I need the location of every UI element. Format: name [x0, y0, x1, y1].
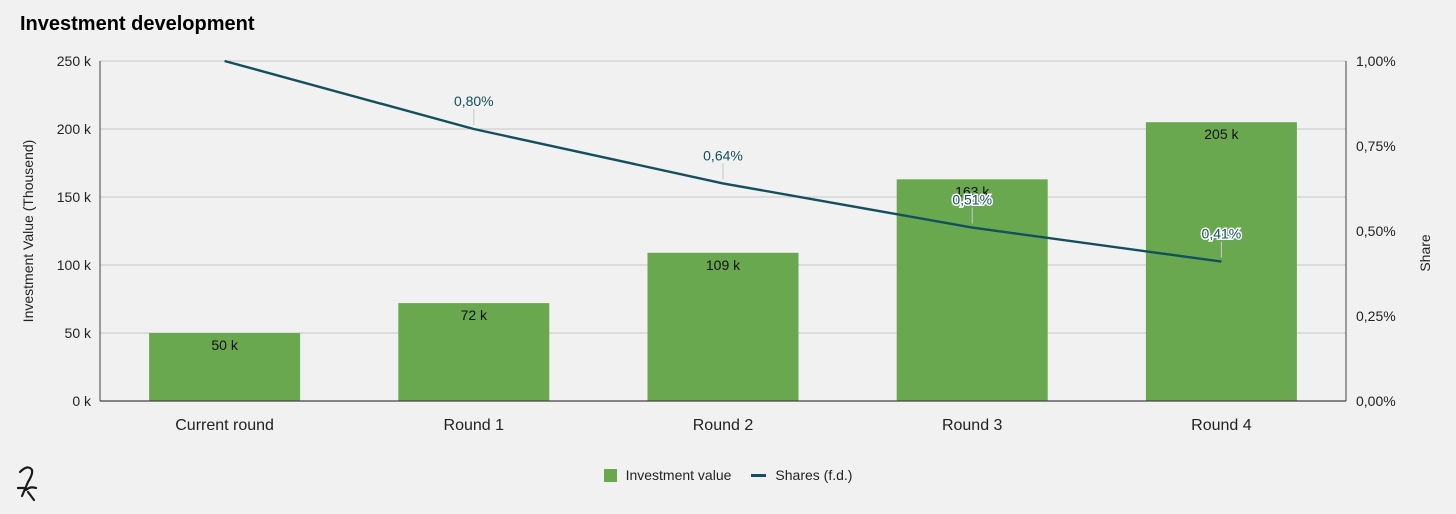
- line-series: 0,80% 0,64% 0,51% 0,41%: [224, 59, 1243, 263]
- legend-label-shares: Shares (f.d.): [775, 467, 853, 483]
- line-value-label: 0,64%: [703, 147, 743, 163]
- x-tick-label: Round 3: [942, 417, 1003, 434]
- bar-value-label: 50 k: [211, 337, 238, 353]
- y-tick-label: 200 k: [57, 121, 92, 137]
- line-value-label: 0,41%: [1202, 226, 1242, 242]
- legend-item-shares[interactable]: Shares (f.d.): [751, 467, 852, 483]
- y-tick-label: 0 k: [72, 393, 92, 409]
- axes: 0 k 50 k 100 k 150 k 200 k 250 k 0,00% 0,25% 0,5…: [20, 53, 1433, 434]
- bar-labels: 50 k 72 k 109 k 163 k 205 k: [211, 126, 1239, 353]
- bar-value-label: 109 k: [706, 257, 741, 273]
- y2-axis-title: Share: [1417, 234, 1433, 272]
- bar[interactable]: [398, 303, 550, 401]
- bar-value-label: 205 k: [1204, 126, 1239, 142]
- bar[interactable]: [647, 252, 799, 401]
- legend-item-investment[interactable]: Investment value: [603, 467, 732, 483]
- y-tick-label: 150 k: [57, 189, 92, 205]
- x-tick-label: Round 2: [693, 417, 754, 434]
- x-tick-label: Round 4: [1191, 417, 1252, 434]
- chart-title: Investment development: [20, 13, 255, 35]
- bar[interactable]: [149, 333, 301, 401]
- x-tick-label: Current round: [175, 417, 274, 434]
- legend: Investment value Shares (f.d.): [0, 467, 1456, 483]
- y-tick-label: 50 k: [65, 325, 92, 341]
- legend-swatch-bar: [603, 468, 617, 482]
- y-tick-label: 100 k: [57, 257, 92, 273]
- bar-value-label: 163 k: [955, 183, 990, 199]
- shares-line[interactable]: [224, 59, 1222, 263]
- bar-value-label: 72 k: [461, 307, 488, 323]
- legend-label-investment: Investment value: [625, 467, 732, 483]
- y2-tick-label: 0,25%: [1356, 308, 1396, 324]
- y2-tick-label: 1,00%: [1356, 53, 1396, 69]
- line-value-label: 0,51%: [952, 192, 992, 208]
- y2-tick-label: 0,50%: [1356, 223, 1396, 239]
- y-axis-title: Investment Value (Thousend): [20, 140, 36, 323]
- y2-tick-label: 0,00%: [1356, 393, 1396, 409]
- legend-swatch-line: [751, 473, 767, 477]
- y-tick-label: 250 k: [57, 53, 92, 69]
- x-tick-label: Round 1: [444, 417, 505, 434]
- line-value-label: 0,80%: [454, 93, 494, 109]
- y2-tick-label: 0,75%: [1356, 138, 1396, 154]
- logo-icon: [14, 462, 44, 511]
